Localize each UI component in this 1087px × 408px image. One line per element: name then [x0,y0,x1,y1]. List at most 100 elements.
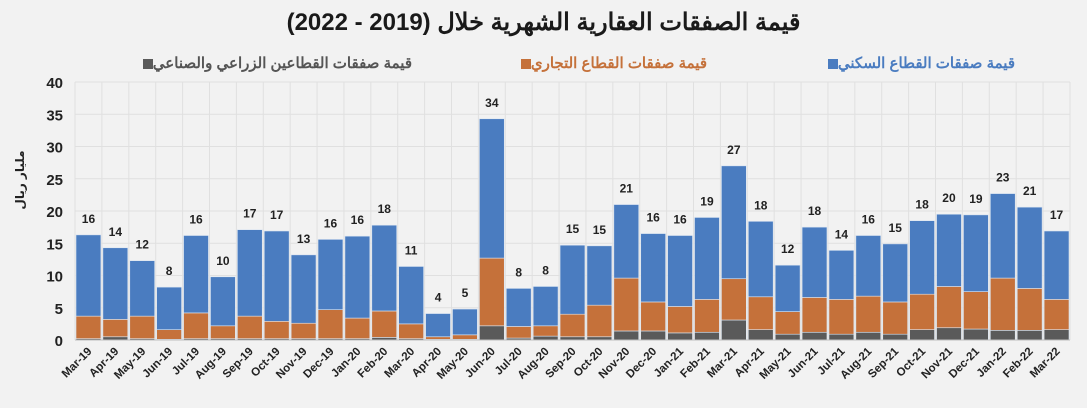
x-tick-label: Mar-20 [383,346,418,381]
bar-segment-residential [371,224,398,312]
bar-segment-commercial [156,329,182,340]
data-label: 10 [216,254,230,268]
legend-swatch-residential [827,59,838,70]
x-tick-label: Sep-19 [221,346,256,381]
data-label: 12 [781,242,795,256]
bar-segment-commercial [102,319,129,338]
bar-segment-residential [290,254,317,324]
legend-label-commercial: قيمة صفقات القطاع التجاري [530,55,707,72]
bar-segment-agri-industrial [774,333,801,341]
data-label: 18 [808,204,822,218]
bar-segment-commercial [667,306,693,334]
bar-segment-residential [75,234,102,317]
bar-segment-agri-industrial [909,329,935,341]
bar-segment-agri-industrial [801,331,828,341]
bar-segment-residential [1043,230,1070,300]
legend-item-commercial: قيمة صفقات القطاع التجاري [513,54,707,72]
bar-segment-residential [828,250,855,300]
data-label: 16 [324,216,338,230]
bar-segment-commercial [425,336,451,340]
bar-segment-commercial [586,304,613,338]
bar-segment-agri-industrial [532,335,559,341]
x-tick-label: Sep-21 [866,345,902,381]
data-label: 12 [136,238,150,252]
bar-segment-agri-industrial [936,327,962,341]
bar-segment-residential [936,213,962,287]
bar-segment-residential [909,220,935,295]
bar-segment-commercial [613,277,640,332]
bar-segment-residential [747,221,774,298]
data-label: 15 [566,222,580,236]
y-tick-label: 40 [46,75,63,92]
x-tick-label: Mar-19 [60,346,95,381]
y-tick-label: 30 [46,140,63,157]
bar-segment-residential [263,230,290,322]
bar-segment-commercial [263,320,290,340]
bar-segment-residential [398,266,424,325]
data-label: 13 [297,232,311,246]
bar-segment-agri-industrial [1016,330,1043,341]
bar-segment-residential [183,235,209,314]
data-label: 4 [435,291,442,305]
data-label: 18 [754,198,768,212]
bar-segment-residential [532,286,559,327]
data-label: 16 [646,211,660,225]
bar-segment-agri-industrial [640,330,666,341]
y-tick-label: 10 [46,269,63,286]
bar-segment-residential [237,229,263,317]
x-tick-label: Sep-20 [543,346,578,381]
bar-segment-commercial [371,310,398,338]
bar-segment-agri-industrial [963,328,989,341]
bar-segment-residential [694,217,720,300]
data-label: 34 [485,96,499,110]
bar-segment-residential [344,235,371,319]
legend-label-agri-industrial: قيمة صفقات القطاعين الزراعي والصناعي [152,55,412,72]
bar-segment-commercial [290,322,317,340]
x-tick-label: Mar-22 [1028,346,1063,381]
bar-segment-commercial [505,326,532,339]
legend-label-residential: قيمة صفقات القطاع السكني [837,55,1015,72]
bar-segment-agri-industrial [613,330,640,341]
bar-segment-residential [425,313,451,338]
bar-segment-agri-industrial [828,333,855,341]
bar-segment-commercial [801,297,828,333]
data-label: 21 [620,182,634,196]
bar-segment-commercial [1043,299,1070,330]
y-axis-label: مليار ريال [13,150,27,209]
data-label: 16 [82,212,96,226]
legend-swatch-commercial [520,59,531,70]
bar-segment-commercial [237,315,263,340]
x-tick-label: Dec-19 [301,346,336,381]
bar-segment-commercial [963,291,989,330]
bar-segment-residential [156,286,182,330]
bar-segment-residential [882,243,908,303]
data-label: 16 [189,213,203,227]
y-tick-label: 5 [55,301,63,318]
bar-segment-commercial [721,278,747,321]
data-label: 16 [351,213,365,227]
y-tick-label: 25 [46,172,63,189]
x-tick-label: Dec-20 [624,346,659,381]
bar-segment-residential [721,165,747,280]
data-label: 17 [243,207,257,221]
bar-segment-residential [102,247,129,320]
bar-segment-commercial [640,301,666,332]
data-label: 8 [166,264,173,278]
bar-segment-commercial [210,325,236,340]
x-tick-label: Jun-20 [463,346,498,381]
bar-segment-agri-industrial [747,329,774,341]
bar-segment-agri-industrial [1043,329,1070,341]
bar-segment-residential [640,233,666,303]
bar-segment-residential [129,260,155,317]
bar-segment-commercial [129,315,155,340]
y-tick-label: 20 [46,204,63,221]
bar-segment-commercial [317,309,344,340]
bar-segment-residential [667,235,693,307]
bar-segment-residential [210,276,236,327]
data-label: 15 [593,223,607,237]
data-label: 5 [462,286,469,300]
bar-segment-residential [505,288,532,327]
bar-segment-commercial [479,257,505,327]
